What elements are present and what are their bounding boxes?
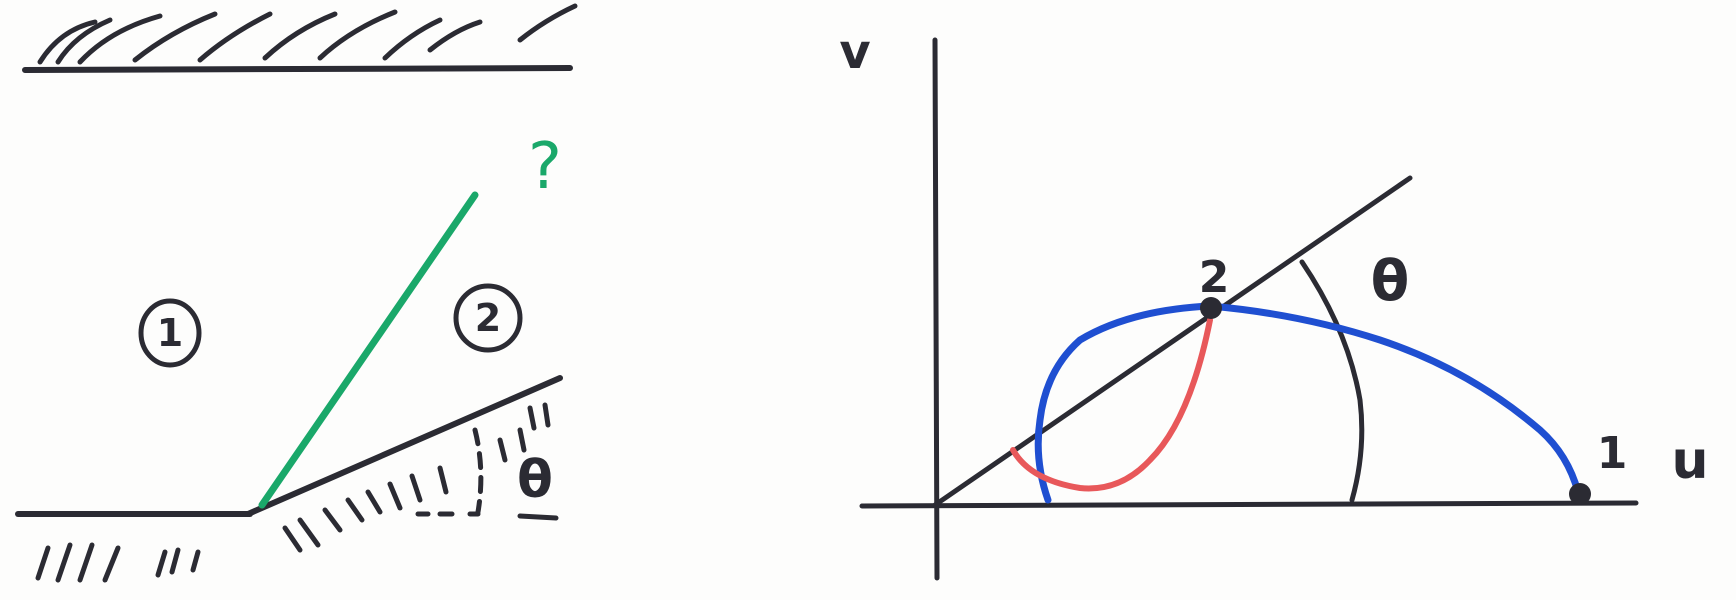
theta-ray: [932, 175, 1413, 508]
left-wedge-sketch: 1 2 θ ?: [15, 3, 578, 583]
top-wall: [22, 65, 573, 73]
point-1-label: 1: [1597, 428, 1628, 479]
v-axis-label: v: [839, 24, 870, 80]
wedge-hatching: [282, 402, 559, 553]
point-1-marker: [1569, 483, 1591, 505]
question-mark-label: ?: [528, 130, 562, 204]
wedge-angle-label: θ: [517, 450, 553, 510]
bottom-wall-hatching: [35, 542, 201, 583]
point-2-label: 2: [1199, 252, 1230, 303]
theta-arc: [1299, 259, 1365, 503]
v-axis: [932, 37, 940, 581]
shock-polar-curve: [1034, 302, 1582, 504]
region-1-marker: 1: [138, 298, 202, 368]
shock-line: [258, 191, 479, 509]
secondary-curve: [1010, 317, 1213, 492]
region-1-label: 1: [157, 311, 183, 355]
theta-label: θ: [1371, 249, 1409, 314]
region-2-marker: 2: [453, 283, 523, 353]
u-axis-label: u: [1671, 431, 1708, 491]
right-hodograph-sketch: v u θ 2 1: [839, 24, 1709, 581]
point-2-marker: [1200, 297, 1222, 319]
top-wall-hatching: [37, 3, 578, 65]
wedge-ramp: [245, 375, 563, 517]
wedge-angle-arc: [472, 427, 484, 515]
u-axis: [859, 500, 1639, 509]
region-2-label: 2: [475, 296, 501, 340]
